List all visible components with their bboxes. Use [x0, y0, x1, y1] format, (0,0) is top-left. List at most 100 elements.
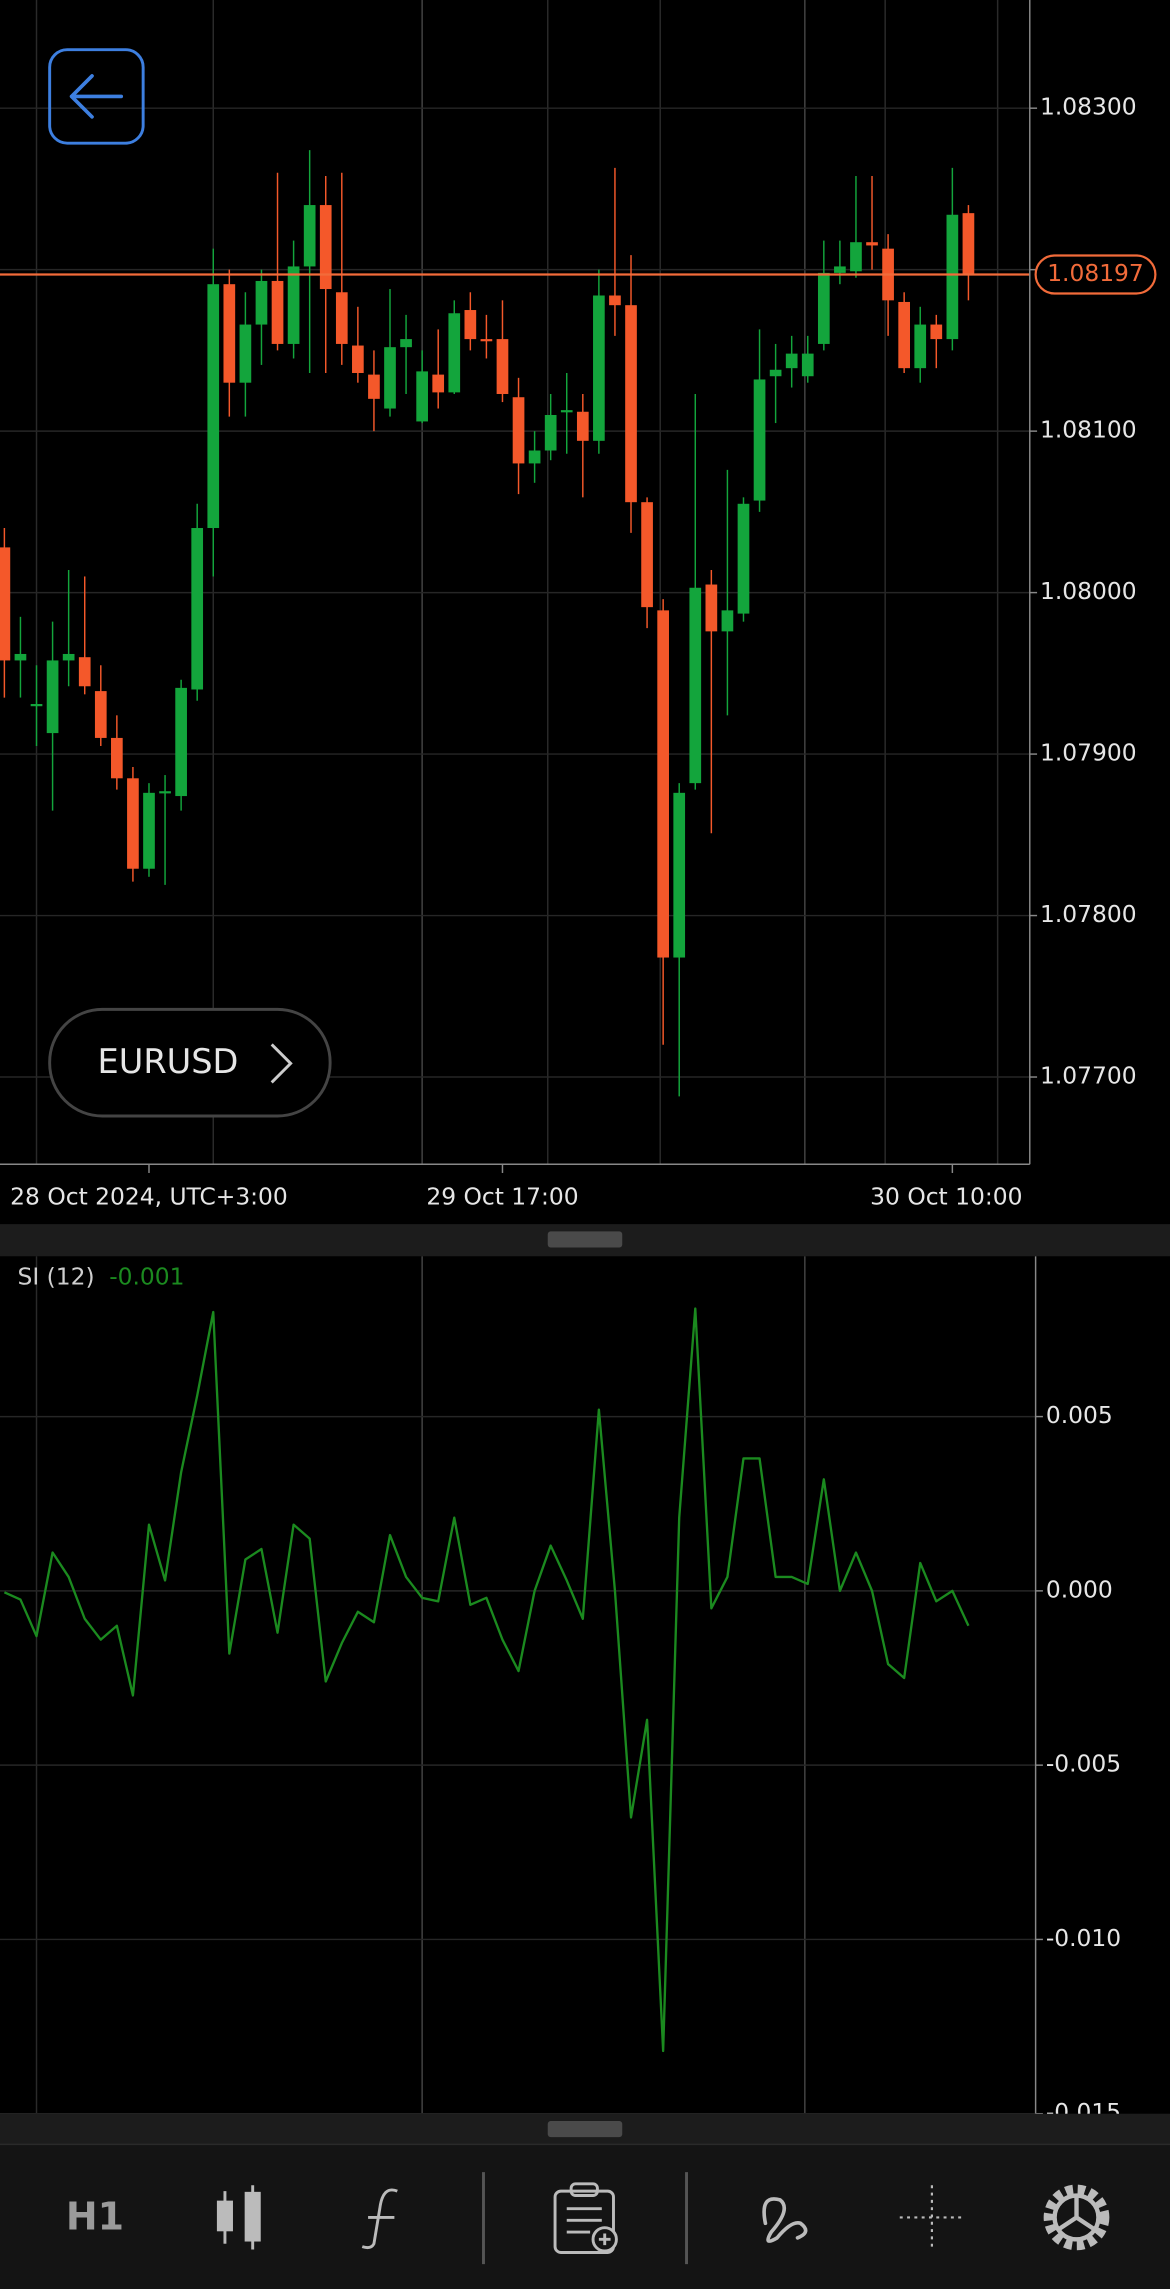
symbol-button[interactable]: EURUSD — [48, 1007, 332, 1118]
candle-body — [400, 339, 412, 348]
candle-body — [593, 295, 605, 441]
chevron — [270, 1043, 293, 1084]
candle-body — [207, 284, 220, 529]
back-button-frame — [48, 48, 145, 145]
candle-body — [769, 369, 782, 377]
candle-body — [191, 528, 204, 690]
candle-body — [432, 374, 445, 393]
y-tick-label: 1.07900 — [1040, 739, 1137, 767]
symbol-pill — [48, 1007, 332, 1118]
candle-body — [801, 353, 814, 377]
icon-part — [1052, 2193, 1101, 2242]
last-price-label: 1.08197 — [1047, 259, 1144, 287]
candle-body — [850, 242, 862, 272]
settings-button[interactable] — [1043, 2184, 1110, 2251]
x-tick-label: 28 Oct 2024, UTC+3:00 — [10, 1182, 288, 1210]
candle-body — [464, 310, 477, 340]
timeframe-button[interactable]: H1 — [66, 2194, 124, 2238]
candle-body — [689, 587, 702, 784]
y-tick-label: 1.08300 — [1040, 93, 1137, 121]
candle-body — [496, 339, 509, 394]
divider-handle[interactable] — [547, 1231, 623, 1248]
candle-body — [930, 324, 943, 340]
candle-body — [287, 266, 300, 344]
icon-part — [569, 2182, 599, 2197]
last-price-box — [1034, 254, 1157, 295]
candle-body — [14, 653, 27, 661]
candle-body — [303, 205, 316, 267]
crosshair-button[interactable] — [899, 2185, 965, 2250]
candle-body — [609, 295, 621, 306]
candle-body — [705, 584, 718, 632]
indicator-value: -0.001 — [109, 1263, 184, 1291]
candle-body — [416, 371, 428, 422]
candle-body — [737, 503, 750, 614]
candle-body — [111, 737, 123, 779]
symbol-name: EURUSD — [98, 1042, 239, 1081]
candle-body — [962, 213, 975, 275]
candle-body — [0, 547, 11, 661]
candle-body — [384, 347, 396, 409]
candle-body — [319, 205, 332, 290]
candle-body — [143, 792, 155, 869]
candle-body — [785, 353, 798, 369]
candle-body — [175, 687, 187, 797]
y-tick-label: 1.07700 — [1040, 1062, 1137, 1090]
icon-part — [1043, 2184, 1110, 2251]
candle-body — [223, 284, 236, 383]
candle-body — [159, 791, 171, 794]
candle-body — [368, 374, 380, 399]
candle-body — [834, 266, 846, 273]
candle-body — [62, 653, 75, 661]
candle-body — [898, 301, 910, 369]
candle-body — [625, 305, 637, 503]
indicator-name: SI (12) — [18, 1263, 95, 1291]
divider-handle[interactable] — [547, 2121, 623, 2138]
back-arrow — [69, 74, 124, 119]
x-tick-label: 29 Oct 17:00 — [426, 1182, 578, 1210]
indicators-button[interactable] — [361, 2188, 398, 2250]
candle-body — [480, 339, 493, 342]
icon-part — [553, 2189, 615, 2254]
y-tick-label: 1.07800 — [1040, 900, 1137, 928]
candle-body — [127, 778, 139, 869]
candle-body — [46, 660, 59, 734]
candle-body — [30, 704, 43, 707]
chart-type-button[interactable] — [216, 2185, 261, 2250]
y-tick-label: -0.010 — [1046, 1924, 1121, 1952]
candle-body — [271, 280, 284, 344]
grid — [35, 0, 999, 2114]
y-tick-label: -0.005 — [1046, 1750, 1121, 1778]
icon-part — [216, 2200, 233, 2232]
candle-body — [544, 414, 557, 451]
drawing-button[interactable] — [762, 2197, 808, 2243]
icon-part — [598, 2233, 611, 2246]
candle-body — [560, 410, 573, 413]
candle-body — [239, 324, 252, 383]
y-tick-label: 0.000 — [1046, 1575, 1113, 1603]
back-button[interactable] — [48, 48, 145, 145]
y-tick-label: 1.08100 — [1040, 416, 1137, 444]
candle-body — [641, 502, 653, 608]
orders-button[interactable] — [553, 2182, 618, 2254]
candle-body — [673, 792, 686, 958]
candle-body — [721, 610, 734, 632]
candle-body — [657, 610, 669, 958]
candle-body — [866, 242, 878, 246]
candle-body — [528, 450, 541, 464]
candle-body — [576, 411, 589, 441]
x-tick-label: 30 Oct 10:00 — [870, 1182, 1022, 1210]
y-tick-label: 1.08000 — [1040, 577, 1137, 605]
si-line — [3, 1307, 970, 2053]
candle-body — [352, 345, 364, 374]
candle-body — [448, 313, 461, 393]
candle-body — [255, 280, 268, 325]
icon-part — [1057, 2196, 1096, 2231]
candle-body — [512, 397, 525, 464]
candle-body — [753, 379, 766, 501]
candle-body — [78, 657, 91, 687]
